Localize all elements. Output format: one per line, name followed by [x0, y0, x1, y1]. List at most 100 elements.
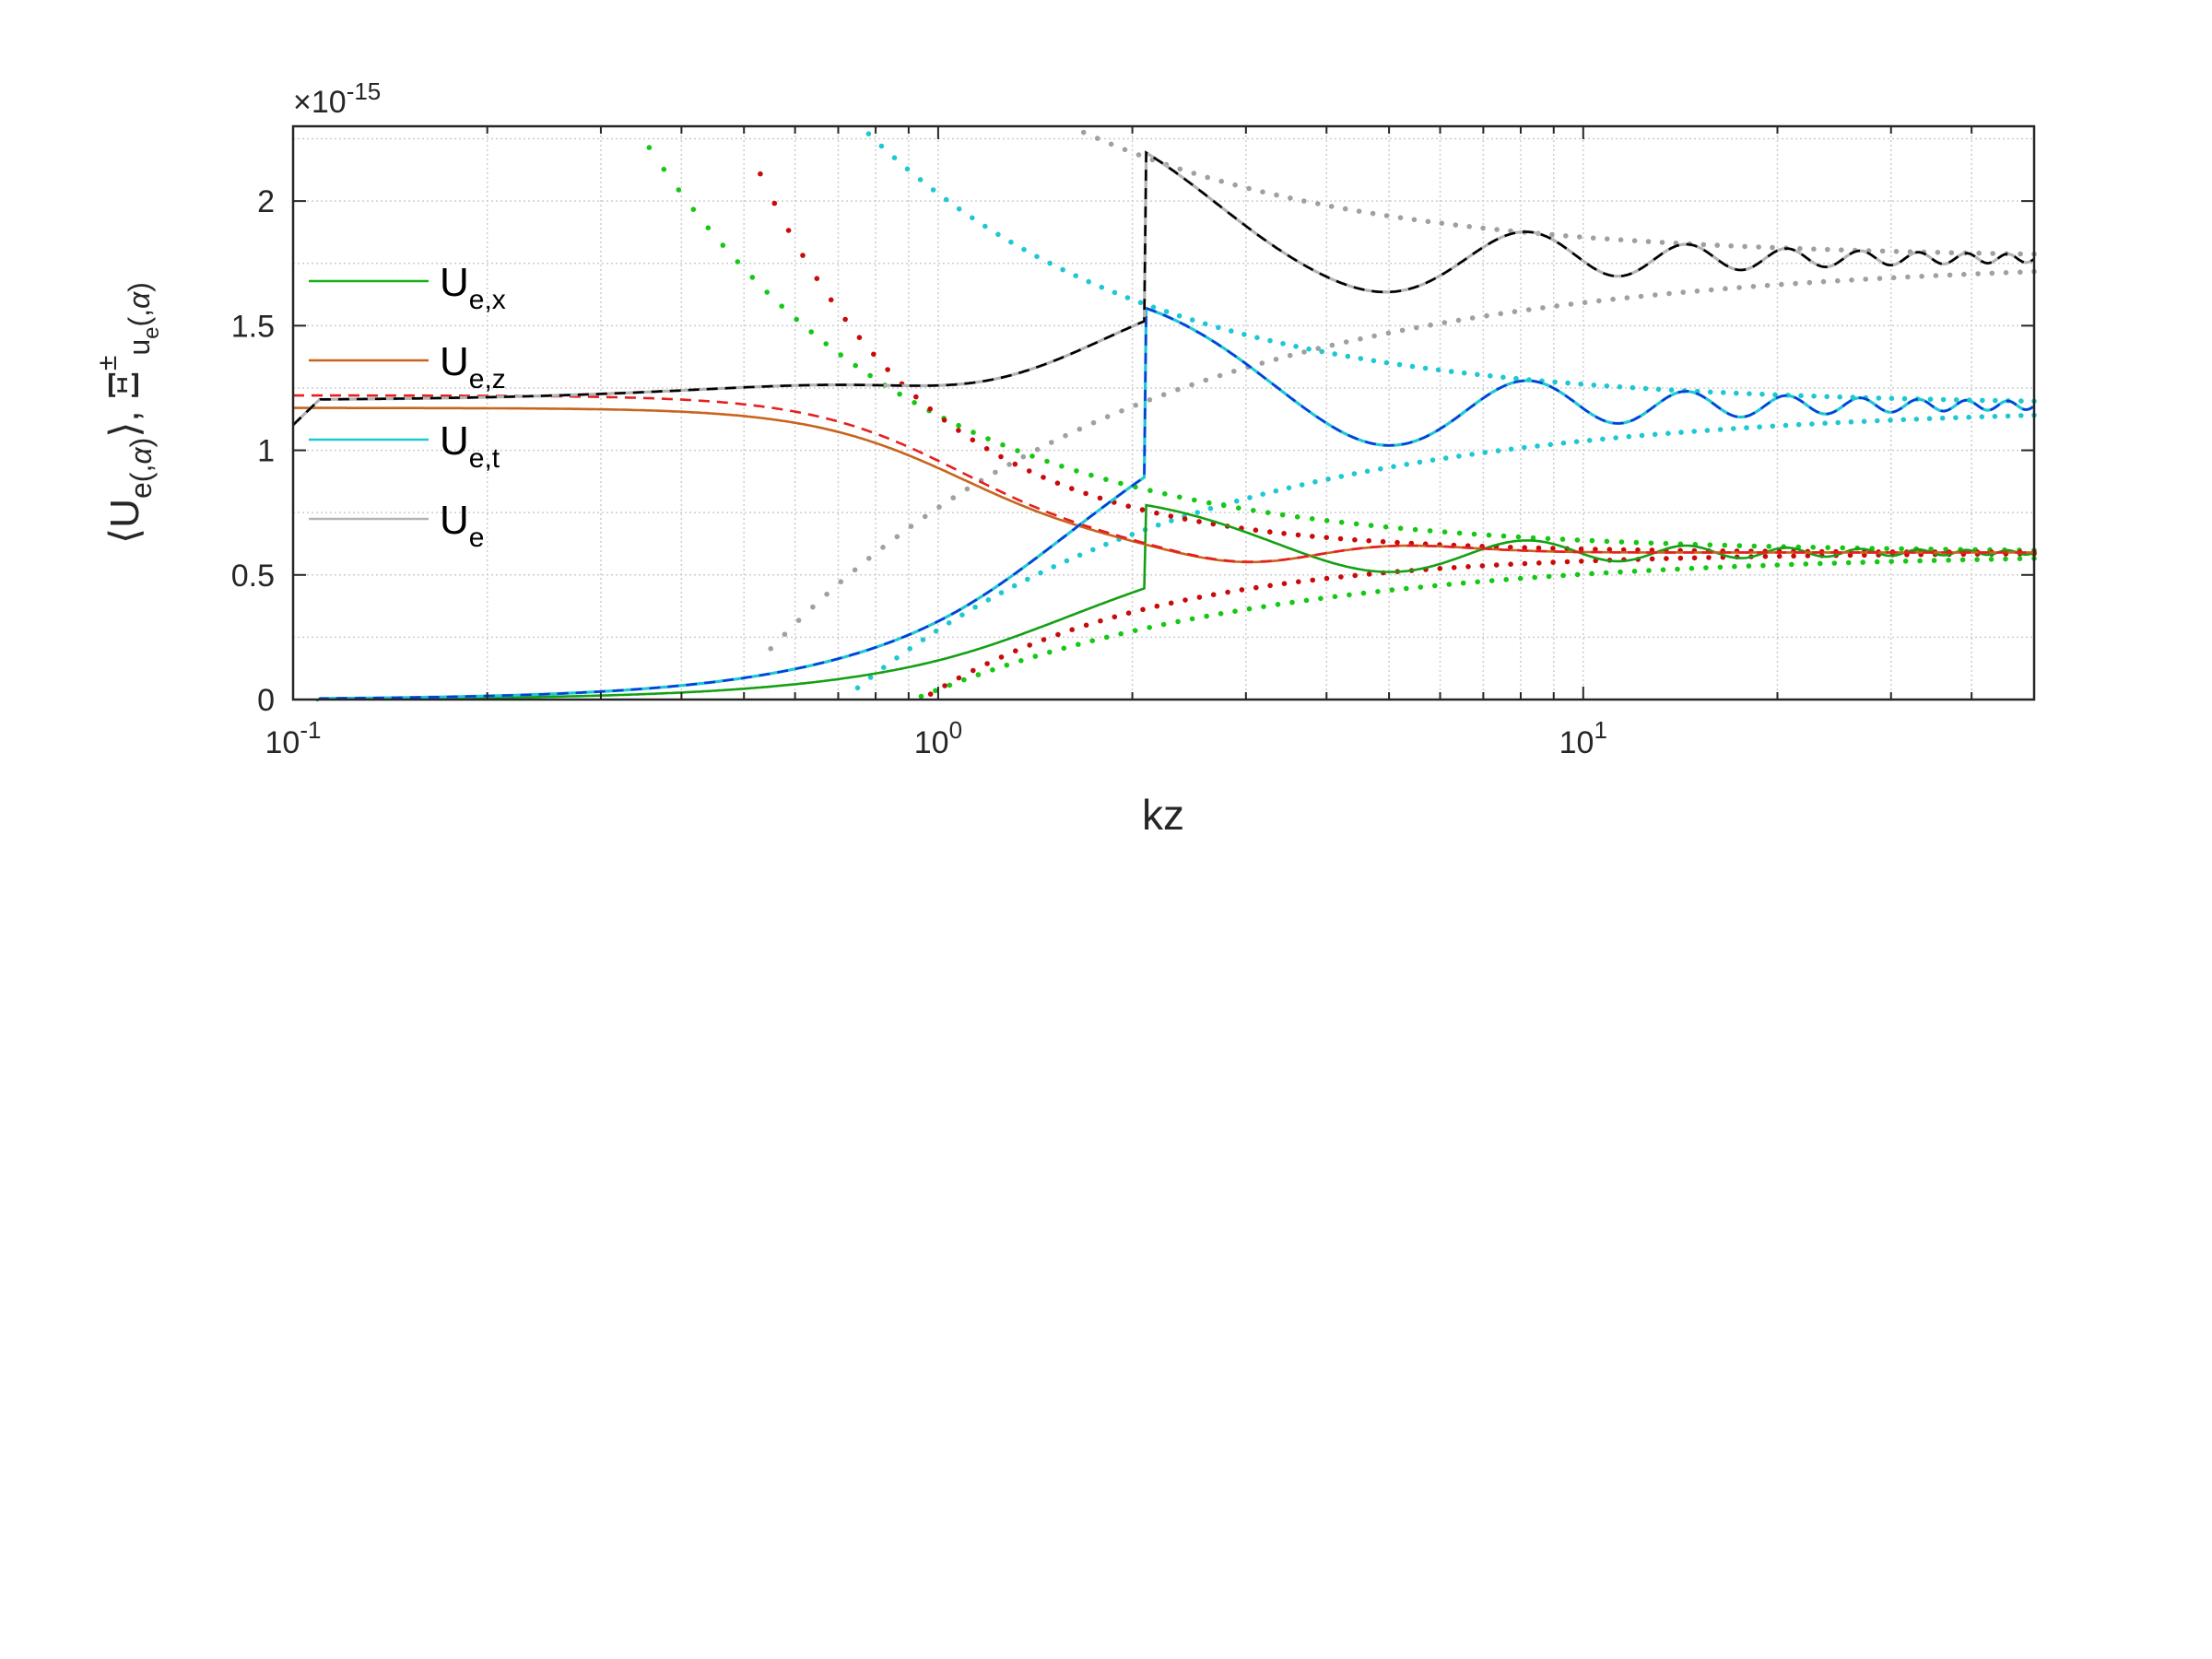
envelope-point: [1324, 518, 1330, 524]
envelope-point: [1020, 453, 1027, 460]
envelope-point: [1260, 189, 1265, 194]
x-tick-label: 101: [1559, 716, 1607, 760]
envelope-point: [1160, 621, 1167, 628]
series-Ue-upper-envelope: [1080, 129, 2037, 257]
envelope-point: [867, 675, 874, 680]
envelope-point: [1694, 288, 1700, 294]
envelope-point: [1879, 248, 1886, 254]
envelope-point: [2018, 251, 2023, 257]
envelope-point: [1668, 387, 1675, 393]
envelope-point: [1811, 246, 1817, 253]
envelope-point: [1488, 373, 1493, 379]
envelope-point: [1760, 562, 1766, 569]
envelope-point: [1397, 525, 1404, 531]
envelope-point: [1026, 468, 1032, 474]
envelope-point: [1265, 510, 1271, 515]
envelope-point: [1630, 384, 1636, 391]
envelope-point: [1241, 332, 1247, 337]
envelope-point: [1206, 500, 1212, 506]
envelope-point: [1375, 589, 1381, 594]
envelope-point: [735, 259, 741, 265]
y-tick-label: 1: [257, 434, 275, 469]
envelope-point: [1310, 534, 1315, 539]
envelope-point: [1274, 192, 1279, 198]
envelope-point: [1000, 441, 1006, 448]
envelope-point: [1888, 418, 1893, 423]
envelope-point: [1798, 393, 1804, 399]
envelope-point: [1926, 416, 1933, 422]
envelope-point: [1203, 377, 1209, 383]
envelope-point: [1961, 271, 1967, 277]
envelope-point: [1565, 380, 1571, 386]
envelope-point: [1975, 271, 1981, 276]
envelope-point: [1090, 547, 1096, 553]
series-Uez-dashed-line: [293, 394, 2034, 563]
envelope-point: [1418, 584, 1424, 590]
envelope-point: [1329, 342, 1335, 348]
envelope-point: [1192, 497, 1197, 503]
envelope-point: [1232, 182, 1238, 188]
envelope-point: [1414, 324, 1419, 331]
envelope-point: [1901, 395, 1908, 402]
envelope-point: [990, 667, 995, 673]
envelope-point: [1083, 622, 1089, 629]
envelope-point: [1606, 547, 1613, 552]
series-Uet-upper-envelope: [865, 131, 2037, 405]
envelope-point: [1371, 358, 1377, 364]
envelope-point: [1041, 637, 1047, 642]
envelope-point: [1494, 227, 1500, 232]
envelope-point: [1437, 566, 1443, 571]
envelope-point: [1653, 292, 1658, 298]
envelope-point: [1163, 309, 1170, 314]
envelope-point: [1125, 503, 1131, 509]
envelope-point: [1310, 577, 1315, 583]
envelope-point: [1554, 303, 1559, 309]
envelope-point: [1723, 286, 1728, 292]
envelope-point: [1764, 282, 1771, 288]
envelope-point: [1112, 614, 1118, 620]
envelope-point: [1980, 397, 1985, 404]
envelope-point: [1404, 462, 1409, 467]
envelope-point: [1162, 491, 1168, 497]
envelope-point: [1012, 461, 1018, 467]
envelope-point: [964, 486, 971, 492]
envelope-point: [1835, 419, 1841, 426]
envelope-point: [1137, 300, 1144, 306]
envelope-point: [1004, 662, 1010, 668]
envelope-point: [1465, 564, 1471, 570]
envelope-point: [1455, 317, 1462, 324]
envelope-point: [1246, 185, 1252, 192]
envelope-point: [1560, 440, 1567, 446]
envelope-point: [1766, 544, 1772, 549]
envelope-point: [1835, 277, 1841, 284]
envelope-point: [1714, 242, 1720, 248]
envelope-point: [1791, 553, 1796, 559]
envelope-point: [956, 422, 961, 429]
envelope-point: [646, 145, 653, 150]
envelope-point: [1940, 396, 1947, 403]
envelope-point: [1655, 386, 1662, 393]
envelope-point: [1460, 580, 1466, 586]
envelope-point: [1917, 558, 1923, 564]
envelope-point: [1736, 543, 1743, 548]
envelope-point: [1678, 429, 1684, 435]
envelope-point: [838, 352, 843, 358]
envelope-point: [1517, 575, 1524, 582]
envelope-point: [920, 637, 926, 642]
envelope-point: [1809, 421, 1815, 427]
envelope-point: [1624, 295, 1630, 300]
envelope-point: [1750, 284, 1757, 289]
envelope-point: [971, 429, 976, 435]
envelope-point: [1189, 317, 1195, 323]
envelope-point: [1088, 472, 1094, 478]
envelope-point: [1578, 546, 1584, 552]
envelope-point: [1604, 538, 1610, 545]
envelope-point: [1861, 418, 1867, 425]
envelope-point: [891, 155, 898, 160]
envelope-point: [1077, 426, 1083, 432]
legend-item: Ue,x: [309, 260, 506, 315]
envelope-point: [1966, 414, 1971, 420]
envelope-point: [1041, 475, 1046, 480]
envelope-point: [1247, 495, 1253, 500]
